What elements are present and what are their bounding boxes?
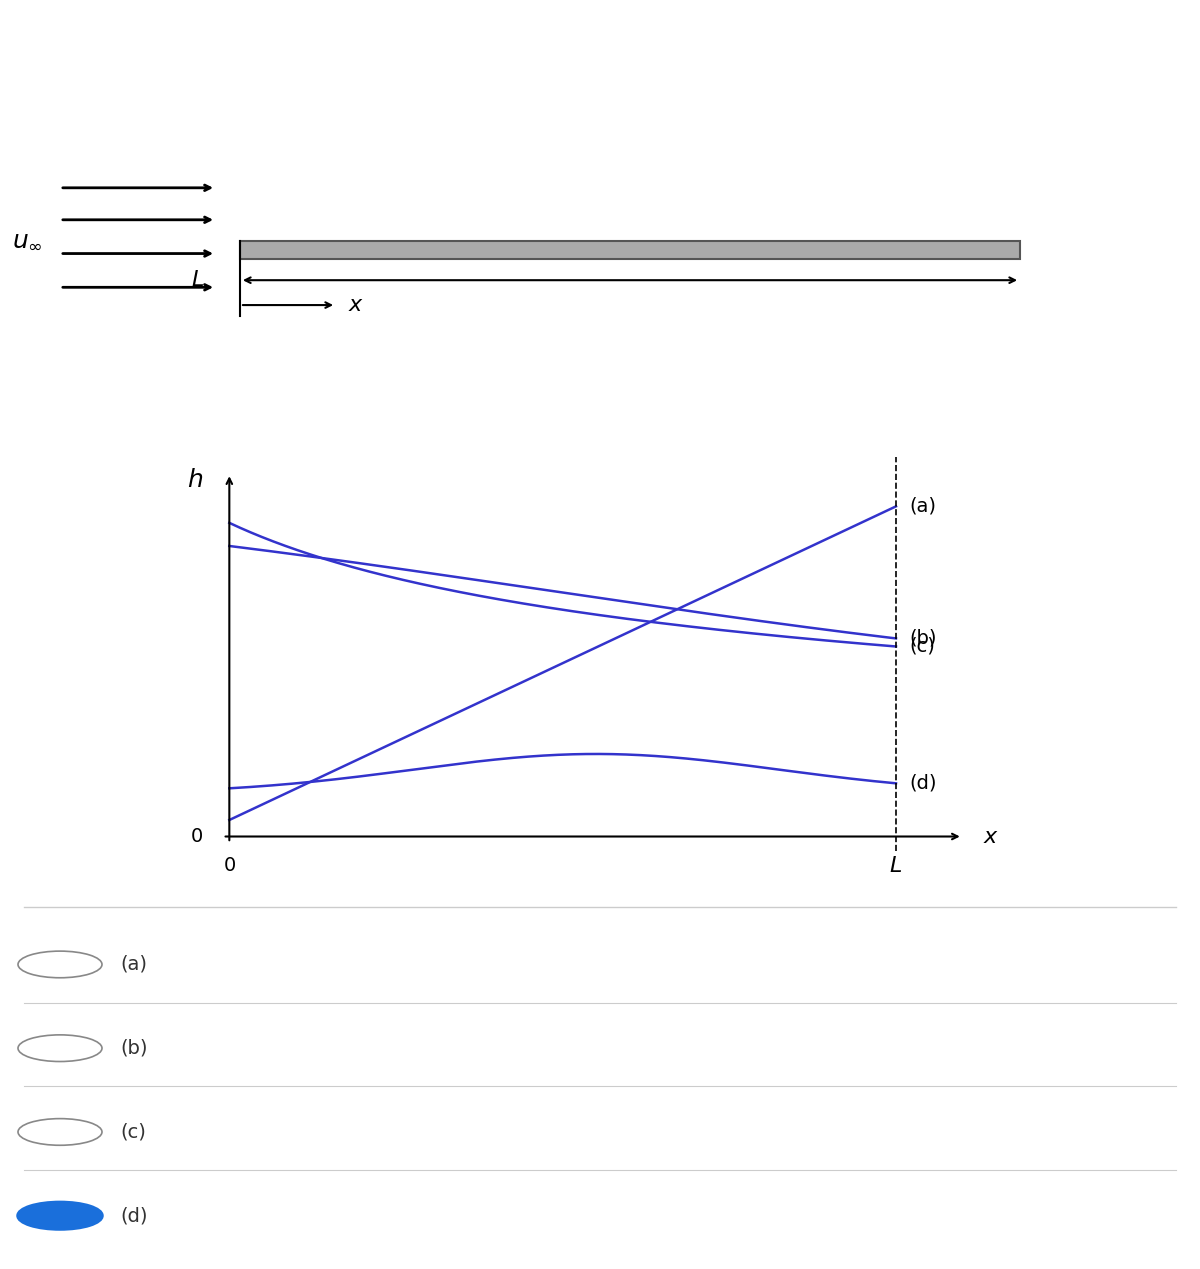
Text: (d): (d) <box>120 1207 148 1225</box>
Text: $0$: $0$ <box>223 857 236 876</box>
Text: $x$: $x$ <box>983 826 998 846</box>
Bar <box>240 241 1020 259</box>
Text: (d): (d) <box>910 774 937 793</box>
Text: (a): (a) <box>120 956 148 973</box>
Text: (c): (c) <box>120 1123 146 1141</box>
Text: $h$: $h$ <box>186 468 203 492</box>
Text: (a): (a) <box>910 497 936 516</box>
Text: $L$: $L$ <box>191 270 204 291</box>
Text: $u_\infty$: $u_\infty$ <box>12 227 42 251</box>
Text: (b): (b) <box>120 1039 148 1057</box>
Circle shape <box>18 1036 102 1061</box>
Circle shape <box>18 952 102 977</box>
Circle shape <box>18 1119 102 1145</box>
Text: $L$: $L$ <box>889 857 902 877</box>
Text: (b): (b) <box>910 629 937 648</box>
Text: $x$: $x$ <box>348 296 364 315</box>
Text: (c): (c) <box>910 637 935 656</box>
Circle shape <box>18 1203 102 1228</box>
Text: $0$: $0$ <box>190 827 203 846</box>
